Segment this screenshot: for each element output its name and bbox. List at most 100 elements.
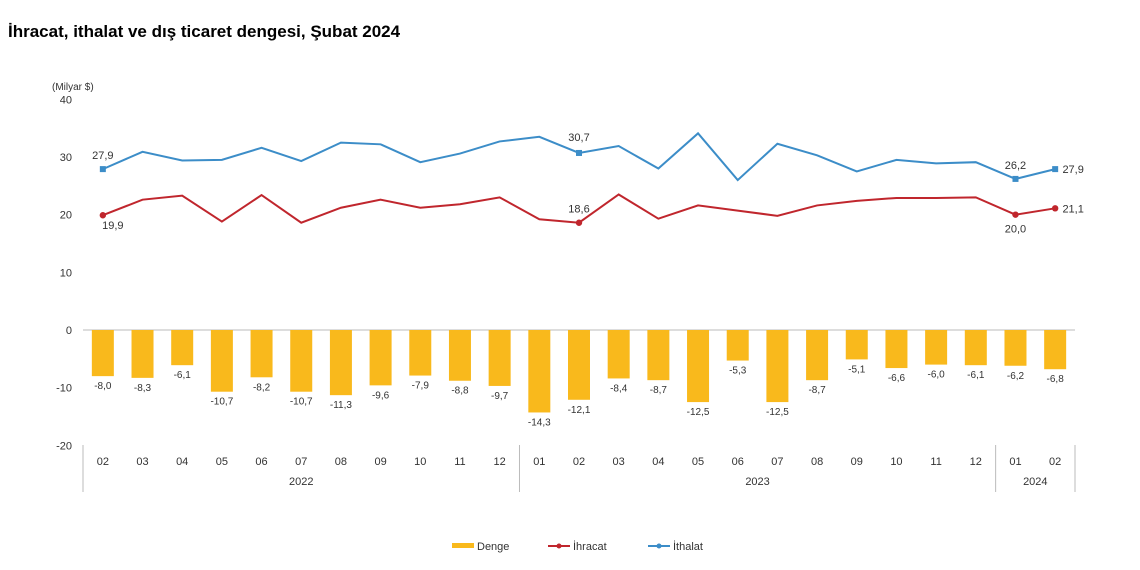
point-marker (99, 166, 106, 173)
bar-data-label: -11,3 (330, 400, 352, 411)
point-marker (1052, 166, 1059, 173)
bar-denge (488, 330, 511, 386)
line-data-label: 19,9 (102, 220, 123, 232)
y-tick-label: 40 (60, 94, 72, 106)
x-tick-label: 08 (811, 456, 823, 468)
bar-denge (448, 330, 471, 381)
x-tick-label: 04 (176, 456, 188, 468)
bar-denge (568, 330, 590, 400)
x-tick-label: 04 (652, 456, 664, 468)
bar-denge (806, 330, 829, 381)
bar-data-label: -8,0 (94, 381, 112, 392)
line-data-label: 20,0 (1005, 224, 1026, 236)
legend-label: İhracat (573, 540, 607, 553)
x-tick-label: 09 (374, 456, 386, 468)
x-tick-label: 07 (295, 456, 307, 468)
bar-data-label: -6,1 (174, 370, 192, 381)
point-marker (99, 212, 107, 219)
x-tick-label: 07 (771, 456, 783, 468)
x-tick-label: 03 (136, 456, 148, 468)
bar-data-label: -9,6 (372, 390, 390, 401)
bar-data-label: -9,7 (491, 391, 509, 402)
bar-data-label: -7,9 (412, 381, 430, 392)
x-tick-label: 12 (970, 456, 982, 468)
line-data-label: 26,2 (1005, 160, 1026, 172)
bar-denge (250, 330, 273, 378)
bar-denge (1044, 330, 1067, 370)
bar-data-label: -12,5 (687, 407, 710, 418)
x-tick-label: 03 (613, 456, 625, 468)
bar-data-label: -8,4 (610, 383, 628, 394)
bar-data-label: -8,2 (253, 382, 271, 393)
line-data-label: 30,7 (568, 132, 589, 144)
y-tick-label: -10 (56, 383, 72, 395)
bar-data-label: -6,1 (967, 370, 985, 381)
line-data-label: 27,9 (92, 150, 113, 162)
x-tick-label: 06 (732, 456, 744, 468)
bar-denge (91, 330, 114, 377)
bar-data-label: -12,1 (568, 405, 591, 416)
x-tick-label: 05 (216, 456, 228, 468)
year-label: 2023 (745, 476, 769, 488)
bar-data-label: -8,7 (650, 385, 668, 396)
x-tick-label: 01 (533, 456, 545, 468)
point-marker (576, 149, 582, 156)
x-tick-label: 02 (97, 456, 109, 468)
line-data-label: 18,6 (568, 204, 589, 216)
bar-denge (885, 330, 908, 369)
bar-data-label: -10,7 (210, 397, 233, 408)
bar-denge (647, 330, 670, 381)
bar-denge (766, 330, 789, 403)
x-tick-label: 05 (692, 456, 704, 468)
line-data-label: 27,9 (1062, 164, 1083, 176)
point-marker (1051, 205, 1059, 212)
x-tick-label: 10 (414, 456, 426, 468)
bar-denge (528, 330, 551, 413)
bar-denge (1004, 330, 1027, 366)
bar-data-label: -8,3 (134, 383, 152, 394)
bar-denge (726, 330, 749, 361)
bar-denge (329, 330, 352, 396)
bar-denge (845, 330, 868, 360)
x-tick-label: 11 (454, 456, 465, 468)
x-tick-label: 06 (255, 456, 267, 468)
bar-denge (171, 330, 194, 366)
bar-data-label: -8,8 (451, 386, 469, 397)
bar-denge (925, 330, 948, 365)
bar-data-label: -5,3 (729, 366, 747, 377)
y-tick-label: 20 (60, 210, 72, 222)
x-tick-label: 02 (573, 456, 585, 468)
y-tick-label: 30 (60, 152, 72, 164)
y-tick-label: 0 (66, 325, 72, 337)
bar-denge (607, 330, 630, 379)
bar-denge (687, 330, 710, 403)
point-marker (1012, 211, 1019, 218)
bar-denge (290, 330, 313, 392)
legend-marker (656, 543, 662, 549)
bar-denge (131, 330, 154, 378)
x-tick-label: 02 (1049, 456, 1061, 468)
bar-denge (210, 330, 233, 392)
y-tick-label: -20 (56, 440, 72, 452)
legend-label: Denge (477, 541, 509, 553)
bar-denge (964, 330, 987, 366)
bar-data-label: -6,0 (928, 370, 946, 381)
bar-data-label: -14,3 (528, 417, 551, 428)
chart-title: İhracat, ithalat ve dış ticaret dengesi,… (8, 22, 401, 41)
y-axis-label: (Milyar $) (52, 82, 94, 93)
point-marker (575, 219, 583, 226)
x-tick-label: 10 (890, 456, 902, 468)
bar-data-label: -8,7 (808, 385, 826, 396)
legend-label: İthalat (673, 540, 703, 553)
bar-denge (369, 330, 392, 386)
bar-data-label: -10,7 (290, 397, 313, 408)
year-label: 2022 (289, 476, 313, 488)
legend-marker (556, 543, 562, 549)
bar-denge (409, 330, 432, 376)
point-marker (1012, 175, 1019, 182)
x-tick-label: 01 (1009, 456, 1021, 468)
y-tick-label: 10 (60, 267, 72, 279)
year-label: 2024 (1023, 476, 1047, 488)
line-data-label: 21,1 (1062, 203, 1083, 215)
